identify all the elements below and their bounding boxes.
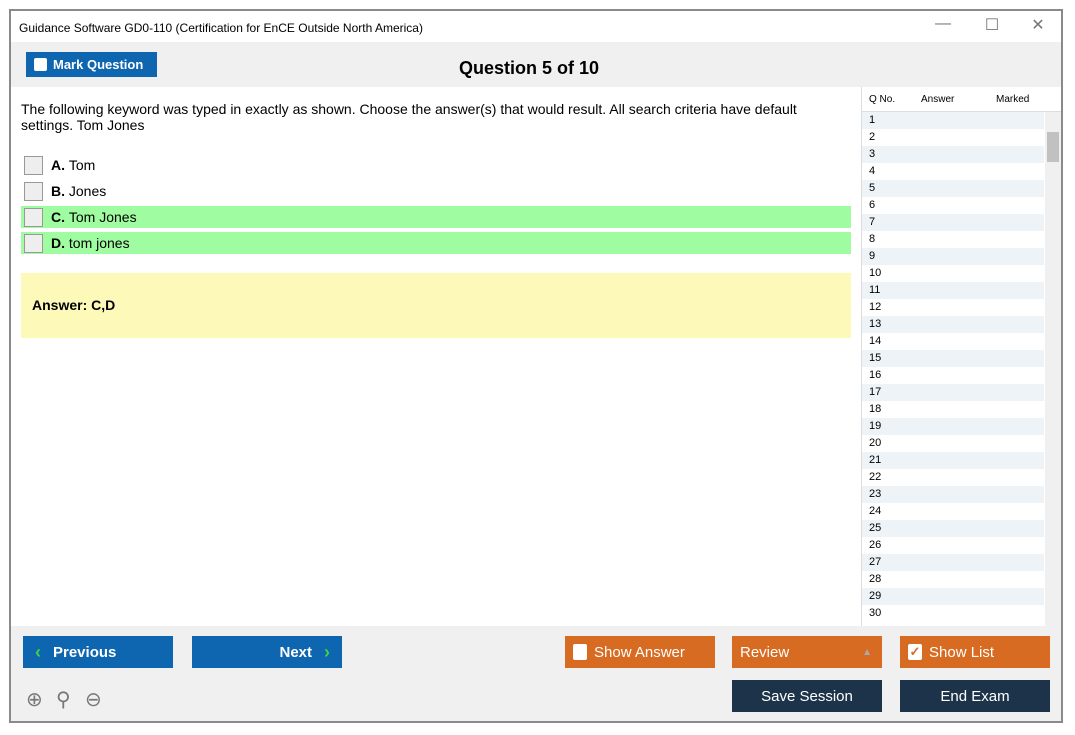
option-a[interactable]: A. Tom — [21, 154, 851, 176]
list-row[interactable]: 2 — [869, 131, 876, 143]
checkmark-icon: ✓ — [908, 644, 922, 660]
list-row[interactable]: 27 — [862, 554, 1044, 571]
option-c[interactable]: C. Tom Jones — [21, 206, 851, 228]
scrollbar[interactable] — [1045, 112, 1061, 626]
list-row[interactable]: 9 — [862, 248, 1044, 265]
question-text: The following keyword was typed in exact… — [21, 101, 797, 133]
end-exam-button[interactable]: End Exam — [900, 680, 1050, 712]
list-header: Q No. Answer Marked — [862, 87, 1061, 112]
zoom-reset-icon[interactable]: ⚲ — [56, 689, 71, 711]
show-list-button[interactable]: ✓ Show List — [900, 636, 1050, 668]
save-session-button[interactable]: Save Session — [732, 680, 882, 712]
option-letter: A. — [51, 157, 65, 173]
toolbar: Mark Question Question 5 of 10 — [11, 42, 1061, 87]
show-answer-button[interactable]: Show Answer — [565, 636, 715, 668]
header-marked: Marked — [996, 93, 1030, 105]
title-bar: Guidance Software GD0-110 (Certification… — [11, 11, 1061, 42]
list-row[interactable]: 1 — [862, 112, 1044, 129]
list-row[interactable]: 6 — [869, 199, 876, 211]
list-row[interactable]: 28 — [869, 573, 882, 585]
show-answer-label: Show Answer — [594, 643, 685, 661]
option-checkbox[interactable] — [24, 181, 43, 201]
list-row[interactable]: 7 — [862, 214, 1044, 231]
option-text: tom jones — [68, 235, 130, 251]
mark-question-button[interactable]: Mark Question — [26, 52, 157, 77]
list-row[interactable]: 16 — [869, 369, 882, 381]
list-row[interactable]: 18 — [869, 403, 882, 415]
scrollbar-thumb[interactable] — [1047, 132, 1059, 162]
review-label: Review — [740, 643, 790, 661]
question-panel: The following keyword was typed in exact… — [11, 87, 861, 626]
next-label: Next — [279, 643, 312, 661]
header-qno: Q No. — [869, 93, 896, 105]
question-title: Question 5 of 10 — [458, 58, 600, 78]
bottom-bar: ‹ Previous Next › Show Answer Review ▲ ✓ Sho… — [11, 626, 1061, 721]
list-row[interactable]: 13 — [862, 316, 1044, 333]
option-letter: B. — [51, 183, 65, 199]
previous-label: Previous — [53, 643, 117, 661]
list-row[interactable]: 3 — [862, 146, 1044, 163]
option-d[interactable]: D. tom jones — [21, 232, 851, 254]
option-b[interactable]: B. Jones — [21, 180, 851, 202]
list-row[interactable]: 24 — [869, 505, 882, 517]
list-row[interactable]: 23 — [862, 486, 1044, 503]
chevron-right-icon: › — [324, 641, 330, 662]
maximize-button[interactable]: ☐ — [984, 17, 1000, 34]
review-dropdown[interactable]: Review ▲ — [732, 636, 882, 668]
header-answer: Answer — [921, 93, 955, 105]
option-text: Jones — [68, 183, 107, 199]
list-row[interactable]: 26 — [869, 539, 882, 551]
option-letter: D. — [51, 235, 65, 251]
checkbox-icon — [34, 58, 47, 71]
option-text: Tom — [68, 157, 96, 173]
mark-question-label: Mark Question — [53, 57, 144, 72]
next-button[interactable]: Next › — [192, 636, 342, 668]
list-row[interactable]: 8 — [869, 233, 876, 245]
list-row[interactable]: 25 — [862, 520, 1044, 537]
list-row[interactable]: 11 — [862, 282, 1044, 299]
list-row[interactable]: 12 — [869, 301, 882, 313]
list-row[interactable]: 21 — [862, 452, 1044, 469]
zoom-in-icon[interactable]: ⊕ — [26, 689, 43, 711]
checkbox-icon — [573, 644, 587, 660]
list-row[interactable]: 22 — [869, 471, 882, 483]
answer-box: Answer: C,D — [21, 273, 851, 338]
list-row[interactable]: 29 — [862, 588, 1044, 605]
option-text: Tom Jones — [68, 209, 137, 225]
list-row[interactable]: 15 — [862, 350, 1044, 367]
list-row[interactable]: 19 — [862, 418, 1044, 435]
question-list: Q No. Answer Marked 1 2 3 4 5 6 7 8 9 10 11 12 13 14 1… — [861, 87, 1061, 626]
caret-up-icon: ▲ — [862, 646, 872, 658]
option-checkbox[interactable] — [24, 207, 43, 227]
show-list-label: Show List — [929, 643, 995, 661]
list-row[interactable]: 14 — [869, 335, 882, 347]
minimize-button[interactable]: — — [935, 15, 951, 32]
chevron-left-icon: ‹ — [35, 641, 41, 662]
close-button[interactable]: ✕ — [1031, 17, 1045, 34]
app-window: Guidance Software GD0-110 (Certification… — [9, 9, 1063, 723]
list-row[interactable]: 5 — [862, 180, 1044, 197]
option-letter: C. — [51, 209, 65, 225]
list-row[interactable]: 4 — [869, 165, 876, 177]
list-row[interactable]: 20 — [869, 437, 882, 449]
window-title: Guidance Software GD0-110 (Certification… — [19, 21, 423, 35]
list-row[interactable]: 30 — [869, 607, 882, 619]
list-row[interactable]: 17 — [862, 384, 1044, 401]
option-checkbox[interactable] — [24, 155, 43, 175]
list-row[interactable]: 10 — [869, 267, 882, 279]
previous-button[interactable]: ‹ Previous — [23, 636, 173, 668]
zoom-out-icon[interactable]: ⊖ — [85, 689, 102, 711]
option-checkbox[interactable] — [24, 233, 43, 253]
